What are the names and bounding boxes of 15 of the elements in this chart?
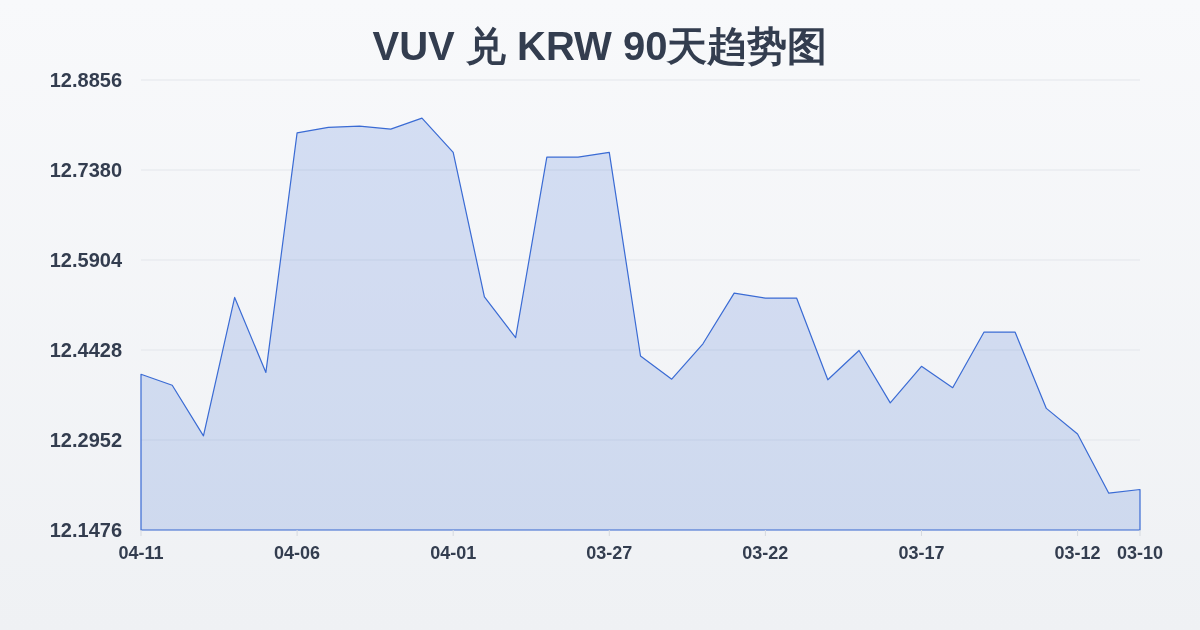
xtick: 03-27: [586, 543, 633, 563]
ytick: 12.1476: [49, 519, 122, 541]
xtick: 04-06: [274, 543, 321, 563]
ytick: 12.2952: [49, 429, 122, 451]
xtick: 03-22: [742, 543, 789, 563]
title: VUV 兑 KRW 90天趋势图: [372, 24, 828, 68]
ytick: 12.8856: [49, 69, 122, 91]
ytick: 12.4428: [49, 339, 122, 361]
xtick: 03-10: [1117, 543, 1163, 563]
xtick: 03-17: [898, 543, 945, 563]
xtick: 03-12: [1054, 543, 1101, 563]
ytick: 12.5904: [49, 249, 122, 271]
xtick: 04-01: [430, 543, 477, 563]
xtick: 04-11: [118, 543, 164, 563]
ytick: 12.7380: [49, 159, 122, 181]
